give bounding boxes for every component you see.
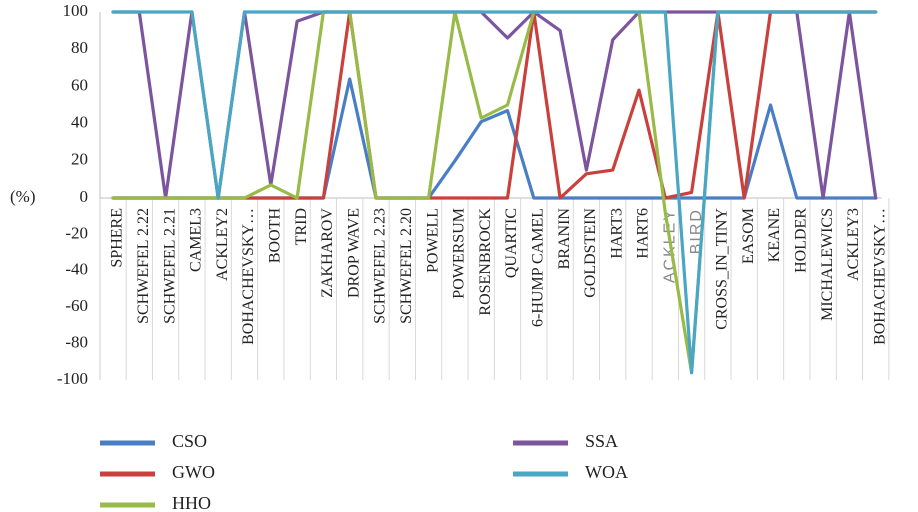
x-tick-label: MICHALEWICS <box>819 208 836 321</box>
x-tick-label: QUARTIC <box>503 208 520 278</box>
x-tick-label: POWELL <box>424 208 441 273</box>
x-tick-label: BOOTH <box>266 208 283 264</box>
series-lines <box>111 10 878 375</box>
y-tick-label: 40 <box>71 113 88 132</box>
x-tick-label: SCHWEFEL 2.21 <box>161 208 178 324</box>
legend: CSO GWO HHO SSA WOA <box>100 431 628 512</box>
y-tick-label: -60 <box>65 296 88 315</box>
x-tick-label: EASOM <box>740 208 757 264</box>
x-tick-label: BOHACHEVSKY… <box>871 208 888 345</box>
legend-label-woa: WOA <box>585 462 628 482</box>
legend-label-ssa: SSA <box>585 431 618 451</box>
x-tick-label: CAMEL3 <box>188 208 205 272</box>
x-tick-label: GOLDSTEIN <box>582 208 599 298</box>
legend-label-gwo: GWO <box>172 462 215 482</box>
x-tick-label: ACKLEY3 <box>845 208 862 281</box>
x-tick-label: KEANE <box>766 208 783 262</box>
x-tick-label: CROSS_IN_TINY <box>714 208 731 330</box>
y-tick-label: -20 <box>65 223 88 242</box>
y-tick-label: -100 <box>57 369 88 388</box>
y-tick-label: -40 <box>65 260 88 279</box>
y-tick-label: -80 <box>65 333 88 352</box>
legend-label-cso: CSO <box>172 431 207 451</box>
x-tick-label: SCHWEFEL 2.20 <box>398 208 415 324</box>
x-tick-label: TRID <box>293 208 310 245</box>
x-tick-label: HART3 <box>608 208 625 259</box>
y-tick-label: 60 <box>71 75 88 94</box>
x-tick-labels: SPHERE SCHWEFEL 2.22 SCHWEFEL 2.21 CAMEL3 AC… <box>109 208 889 345</box>
x-tick-label: HART6 <box>635 208 652 259</box>
y-tick-label: 0 <box>80 187 89 206</box>
series-line-woa <box>111 10 878 375</box>
y-tick-label: 20 <box>71 150 88 169</box>
x-tick-label: DROP WAVE <box>345 208 362 298</box>
x-tick-label: POWERSUM <box>451 208 468 299</box>
x-tick-label: ACKLEY2 <box>214 208 231 281</box>
y-tick-labels: 100 80 60 40 20 0 -20 -40 -60 -80 -100 <box>57 1 88 388</box>
x-tick-label: ZAKHAROV <box>319 208 336 298</box>
series-line-ssa <box>111 10 878 200</box>
x-tick-label: HOLDER <box>792 208 809 273</box>
x-tick-label: 6-HUMP CAMEL <box>529 208 546 327</box>
y-axis-label: (%) <box>10 187 35 206</box>
y-tick-label: 100 <box>63 1 89 20</box>
x-tick-label: SCHWEFEL 2.22 <box>135 208 152 324</box>
x-tick-label: ROSENBROCK <box>477 208 494 316</box>
x-tick-label: SPHERE <box>109 208 126 268</box>
x-tick-label: SCHWEFEL 2.23 <box>372 208 389 324</box>
y-tick-label: 80 <box>71 38 88 57</box>
x-tick-label: BOHACHEVSKY… <box>240 208 257 345</box>
x-tick-label: BRANIN <box>556 208 573 270</box>
legend-label-hho: HHO <box>172 493 211 512</box>
series-line-gwo <box>111 10 878 200</box>
